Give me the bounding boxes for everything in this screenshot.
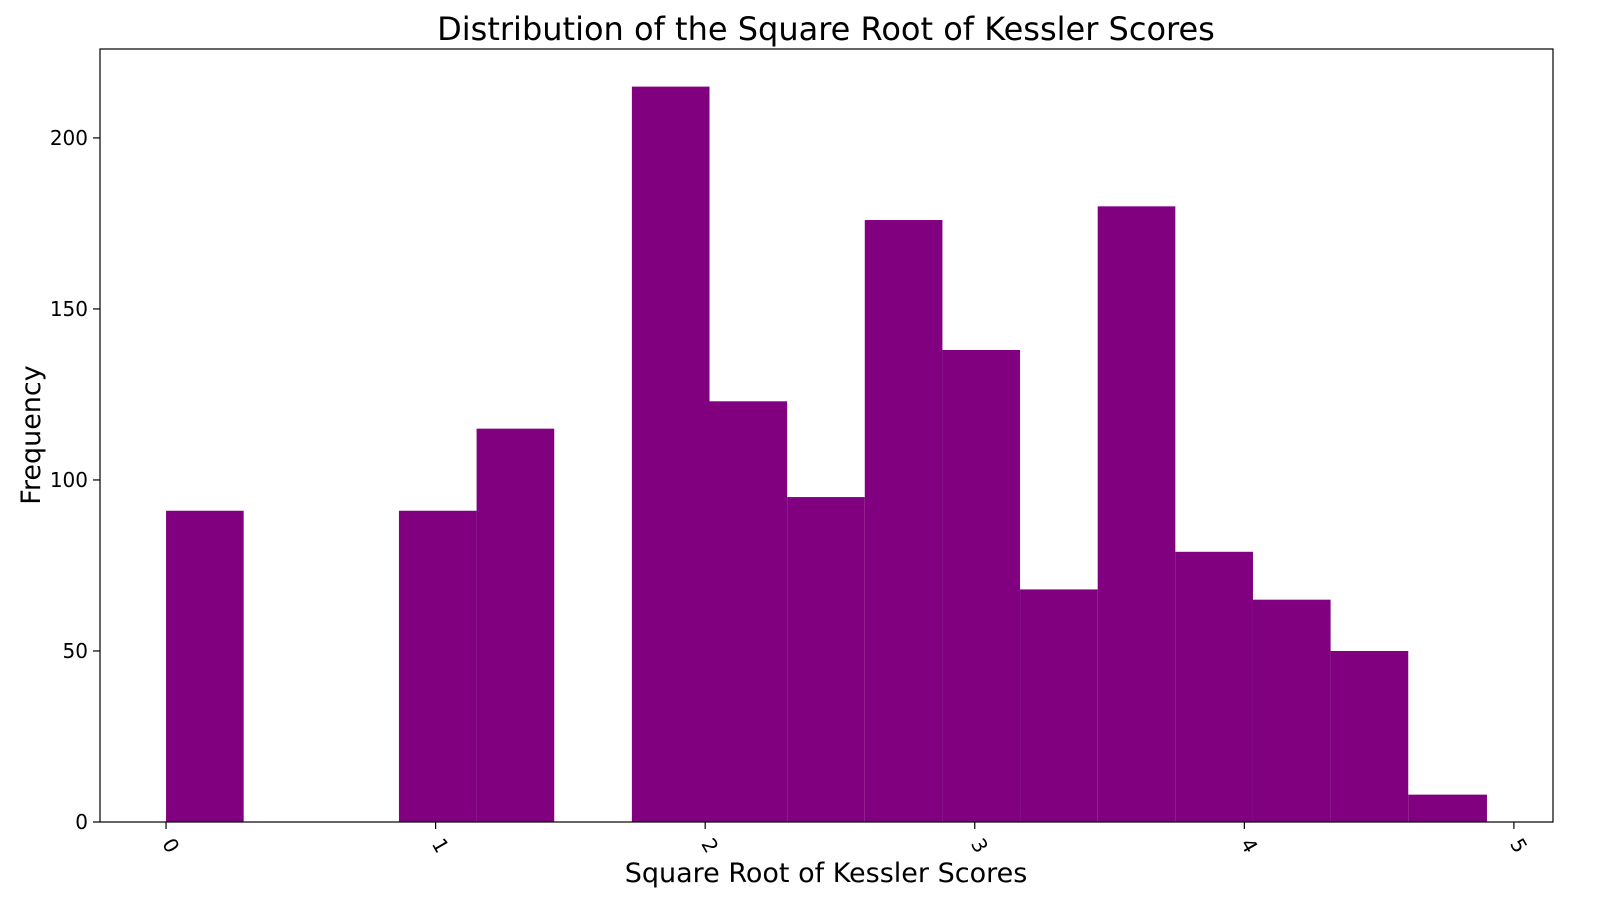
plot-frame [99, 48, 1554, 823]
x-tick-label: 5 [1505, 834, 1532, 857]
histogram-bar [787, 497, 865, 822]
histogram-bar [1020, 589, 1098, 822]
histogram-bar [709, 401, 788, 822]
histogram-bar [166, 510, 244, 822]
histogram-bar [476, 428, 555, 822]
x-axis-title: Square Root of Kessler Scores [625, 858, 1028, 889]
histogram-bar [631, 86, 710, 822]
histogram-bar [1252, 599, 1331, 822]
y-tick-label: 0 [75, 810, 88, 834]
histogram-bar [942, 349, 1021, 822]
x-tick-label: 0 [157, 834, 184, 857]
histogram-bars [166, 86, 1487, 822]
chart-title: Distribution of the Square Root of Kessl… [437, 10, 1215, 48]
x-tick-label: 4 [1236, 834, 1263, 857]
y-tick-label: 150 [50, 297, 88, 321]
histogram-bar [1097, 206, 1176, 822]
y-tick-label: 50 [63, 639, 88, 663]
x-tick-label: 2 [696, 834, 723, 857]
y-tick-label: 200 [50, 126, 88, 150]
histogram-bar [398, 510, 477, 822]
y-axis-ticks: 0 50 100 150 200 [50, 126, 100, 834]
histogram-bar [1408, 794, 1487, 822]
histogram-bar [864, 220, 943, 822]
x-tick-label: 3 [966, 834, 993, 857]
y-tick-label: 100 [50, 468, 88, 492]
histogram-bar [1175, 551, 1253, 822]
histogram-bar [1330, 650, 1409, 822]
x-axis-ticks: 0 1 2 3 4 5 [157, 822, 1532, 857]
x-tick-label: 1 [427, 834, 454, 857]
y-axis-title: Frequency [16, 365, 47, 505]
